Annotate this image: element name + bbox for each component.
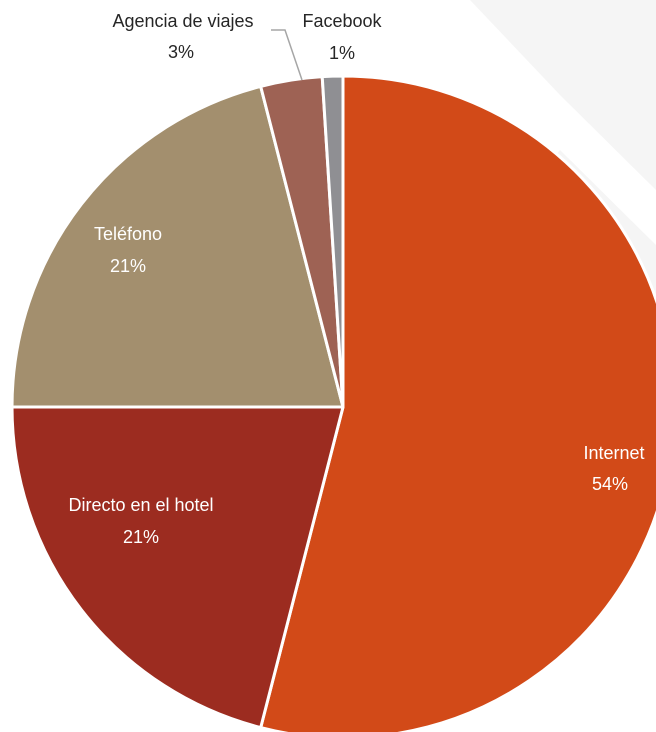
slice-label-agencia-name: Agencia de viajes: [112, 11, 253, 31]
pie-slices: [10, 74, 656, 732]
pie-slice-telefono: [10, 84, 345, 409]
pie-slice-internet: [259, 74, 656, 732]
pie-slice-facebook: [320, 74, 345, 409]
slice-label-internet-name: Internet: [583, 443, 644, 463]
data-labels: Internet 54% Directo en el hotel 21% Tel…: [68, 11, 644, 547]
slice-label-agencia-value: 3%: [168, 42, 194, 62]
slice-label-telefono-value: 21%: [110, 256, 146, 276]
slice-label-directo-name: Directo en el hotel: [68, 495, 213, 515]
slice-label-telefono-name: Teléfono: [94, 224, 162, 244]
watermark-shape: [470, 0, 656, 190]
leader-line-agencia: [271, 29, 303, 81]
slice-label-directo-value: 21%: [123, 527, 159, 547]
slice-label-facebook-name: Facebook: [302, 11, 382, 31]
slice-label-internet-value: 54%: [592, 474, 628, 494]
pie-slice-directo-en-el-hotel: [10, 405, 345, 730]
slice-label-facebook-value: 1%: [329, 43, 355, 63]
